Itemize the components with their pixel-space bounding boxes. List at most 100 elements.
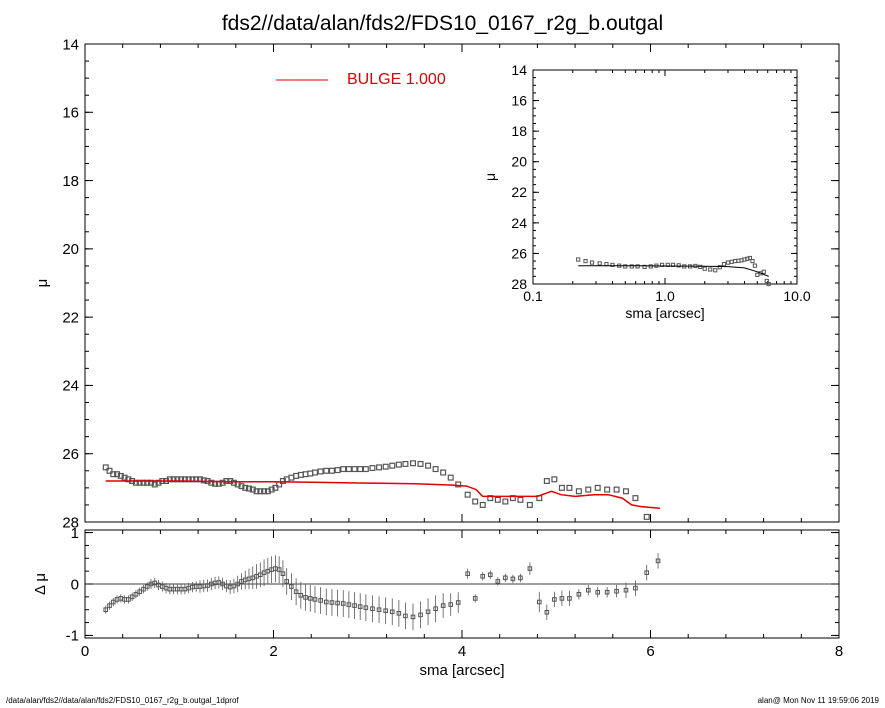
data-point <box>103 607 109 613</box>
data-point <box>389 462 396 469</box>
x-axis-label: sma [arcsec] <box>625 305 704 321</box>
data-point <box>383 608 388 614</box>
y-tick-label: 22 <box>511 184 527 200</box>
chart-title: fds2//data/alan/fds2/FDS10_0167_r2g_b.ou… <box>221 12 664 35</box>
data-point <box>418 612 423 618</box>
data-point <box>465 571 470 577</box>
x-tick-label: 10.0 <box>783 288 810 304</box>
data-point <box>622 488 629 495</box>
data-point <box>253 488 260 495</box>
y-tick-label: 1 <box>71 525 79 542</box>
data-point <box>268 486 275 493</box>
data-point <box>293 472 300 479</box>
data-point <box>107 603 112 608</box>
data-point <box>576 591 582 597</box>
data-point <box>559 596 565 601</box>
data-point <box>440 469 447 476</box>
data-point <box>425 609 431 615</box>
data-point <box>303 595 308 600</box>
data-point <box>708 267 713 272</box>
data-point <box>376 607 382 613</box>
data-point <box>242 484 249 491</box>
data-point <box>280 571 286 577</box>
data-point <box>761 269 766 274</box>
y-tick-label: 28 <box>62 514 79 531</box>
data-point <box>334 467 341 474</box>
data-point <box>382 463 389 470</box>
data-point <box>642 264 647 269</box>
data-point <box>345 466 352 473</box>
data-point <box>137 589 142 595</box>
data-point <box>503 575 508 581</box>
data-point <box>141 586 146 592</box>
x-tick-label: 2 <box>269 643 277 660</box>
data-point <box>623 587 629 593</box>
data-point <box>311 469 318 476</box>
y-tick-label: 14 <box>62 36 79 53</box>
data-point <box>583 258 588 264</box>
y-tick-label: 0 <box>71 576 79 593</box>
data-point <box>264 488 271 495</box>
footer-filepath: /data/alan/fds2//data/alan/fds2/FDS10_01… <box>6 696 239 705</box>
data-point <box>323 467 330 474</box>
data-point <box>604 486 611 493</box>
data-point <box>238 483 245 490</box>
data-point <box>335 600 340 606</box>
data-point <box>448 602 453 607</box>
data-point <box>495 579 501 584</box>
data-point <box>721 262 727 267</box>
y-tick-label: 18 <box>62 173 79 190</box>
data-point <box>613 486 620 493</box>
data-point <box>329 600 335 605</box>
data-point <box>102 464 109 471</box>
x-tick-label: 0 <box>81 643 89 660</box>
y-tick-label: 26 <box>511 245 527 261</box>
data-point <box>298 593 304 598</box>
data-point <box>648 264 653 269</box>
data-point <box>317 468 324 475</box>
data-point <box>121 474 128 481</box>
data-point <box>200 477 207 484</box>
data-point <box>144 584 150 589</box>
data-point <box>363 605 369 610</box>
data-point <box>766 281 771 287</box>
footer-timestamp: alan@ Mon Nov 11 19:59:06 2019 <box>757 696 879 705</box>
data-point <box>644 570 650 575</box>
data-point <box>479 501 486 508</box>
data-point <box>633 585 638 591</box>
data-point <box>257 488 264 495</box>
data-point <box>487 572 493 578</box>
data-point <box>440 603 446 608</box>
y-tick-label: 20 <box>511 154 527 170</box>
data-point <box>745 256 750 261</box>
x-tick-label: 8 <box>835 643 843 660</box>
inset-panel: 0.1 1.0 10.0 14 16 18 20 22 24 26 28 sma [arcsec] μ <box>482 62 811 321</box>
data-point <box>510 576 516 582</box>
data-point <box>279 478 286 485</box>
data-point <box>151 481 158 488</box>
model-line <box>578 265 769 277</box>
data-point <box>527 566 533 571</box>
data-point <box>395 461 402 468</box>
data-point <box>302 471 309 478</box>
data-point <box>357 604 363 609</box>
y-tick-label: 18 <box>511 123 527 139</box>
data-point <box>552 597 557 602</box>
y-tick-label: 14 <box>511 62 527 78</box>
data-point <box>567 596 572 601</box>
data-point <box>129 594 135 600</box>
data-point <box>595 589 601 595</box>
data-point <box>604 589 610 595</box>
data-point <box>614 588 619 594</box>
data-point <box>447 474 454 481</box>
data-point <box>551 476 558 483</box>
data-point <box>289 584 294 589</box>
data-point <box>594 484 601 491</box>
main-panel: 14 16 18 20 22 24 26 28 μ BULGE 1.000 <box>34 36 840 531</box>
data-point <box>402 460 409 467</box>
data-point <box>464 491 471 498</box>
data-point <box>632 495 639 502</box>
data-point <box>702 266 707 271</box>
y-tick-label: 26 <box>62 446 79 463</box>
